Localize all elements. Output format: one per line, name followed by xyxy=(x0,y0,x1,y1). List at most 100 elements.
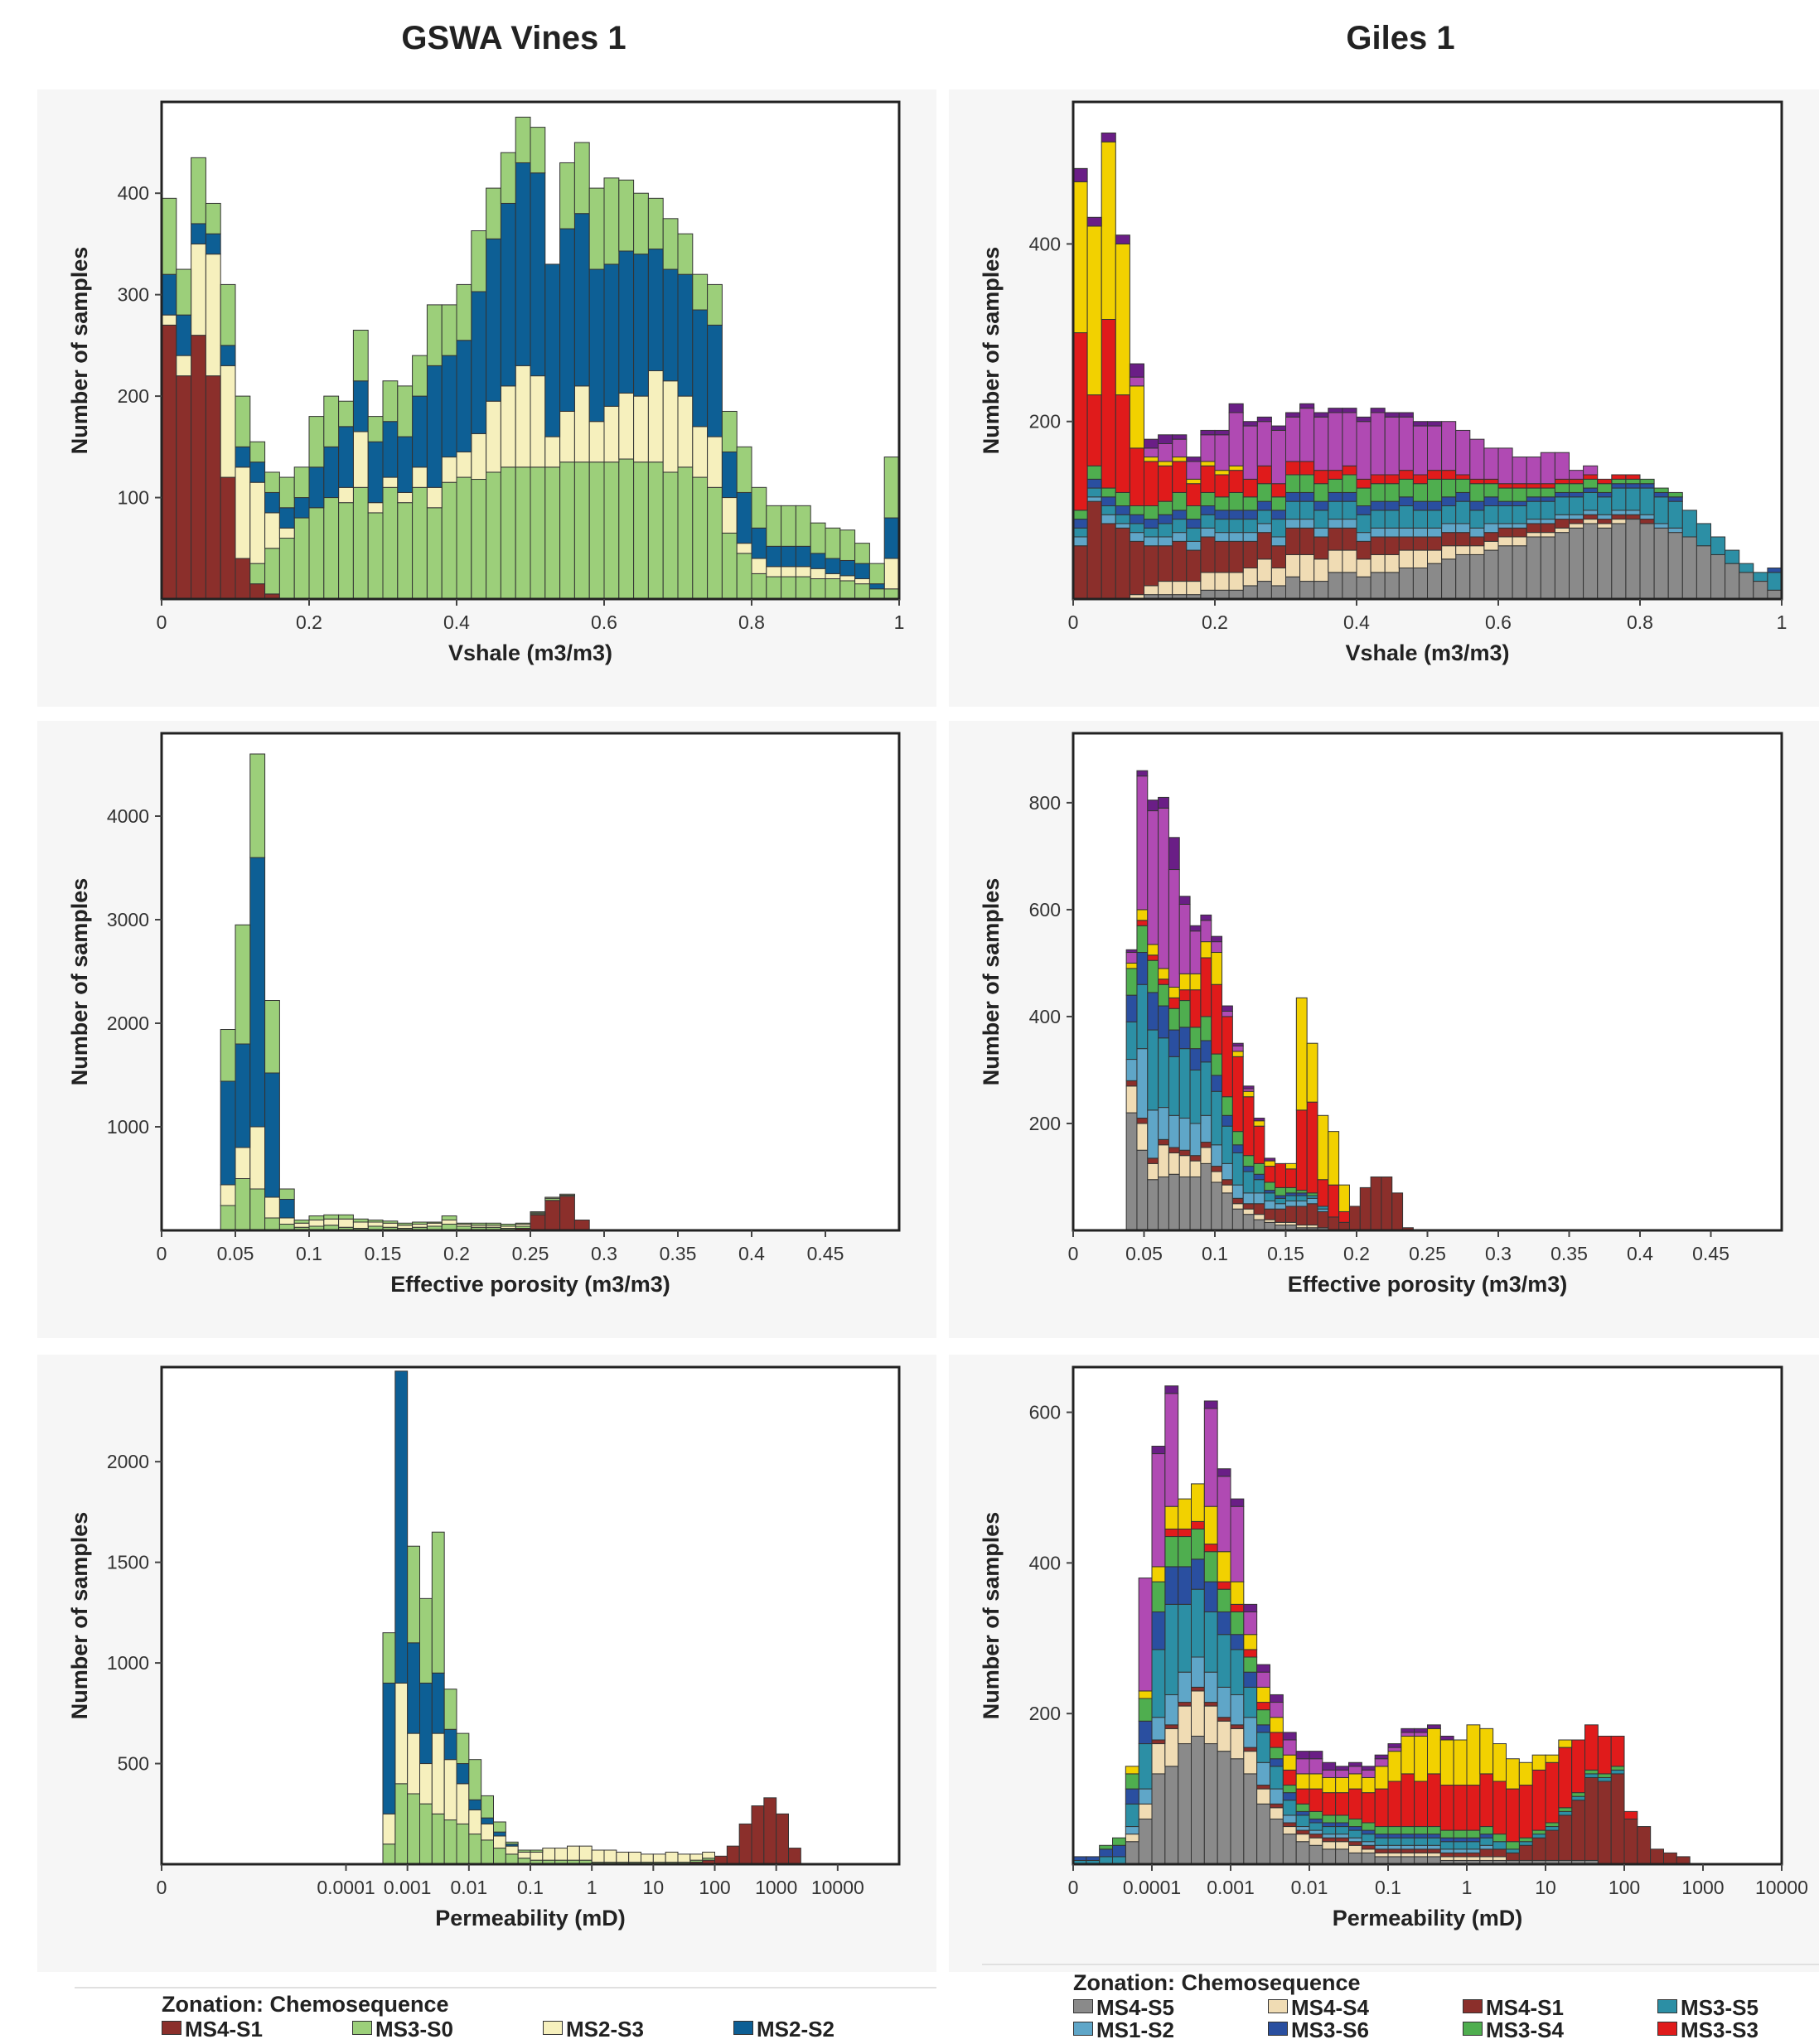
bar-ms3-s5-bin-3 xyxy=(1115,514,1130,524)
bar-ms3-s5-bin-5 xyxy=(1125,1021,1138,1061)
bar-ms2-s2-bin-30 xyxy=(603,263,620,407)
column-title-right: Giles 1 xyxy=(1346,20,1455,56)
bar-ms4-s5-bin-30 xyxy=(1497,545,1513,600)
bar-ms2-s1-bin-14 xyxy=(1222,1005,1233,1012)
bar-ms4-s1-bin-15 xyxy=(1231,1197,1244,1205)
bar-ms3-s6-bin-16 xyxy=(1282,1792,1297,1801)
y-tick-label: 400 xyxy=(1029,1006,1061,1027)
y-tick-label: 1000 xyxy=(107,1116,149,1138)
bar-ms3-s2-bin-7 xyxy=(1172,457,1188,462)
bar-ms1-s2-bin-39 xyxy=(1625,510,1641,515)
bar-ms2-s2-bin-47 xyxy=(854,563,870,580)
bar-ms4-s5-bin-41 xyxy=(1653,527,1669,600)
bar-ms3-s6-bin-21 xyxy=(1370,500,1386,511)
legend-giles: Zonation: Chemosequence MS4-S5 MS4-S4 MS4-… xyxy=(1073,1970,1819,2044)
bar-ms3-s5-bin-41 xyxy=(1653,496,1669,524)
bar-ms3-s1-bin-18 xyxy=(1328,412,1343,471)
bar-ms4-s1-bin-3 xyxy=(205,375,221,600)
bar-ms3-s3-bin-35 xyxy=(1569,478,1584,485)
bar-ms3-s4-bin-19 xyxy=(1322,1814,1337,1824)
bar-ms4-s4-bin-22 xyxy=(1384,553,1400,573)
bar-ms3-s3-bin-10 xyxy=(1178,989,1191,1002)
bar-ms3-s0-bin-3 xyxy=(205,202,221,234)
bar-ms4-s5-bin-21 xyxy=(1348,1852,1362,1865)
x-tick-label: 1 xyxy=(587,1877,597,1898)
bar-ms4-s1-bin-20 xyxy=(1356,540,1372,560)
bar-ms4-s1-bin-30 xyxy=(1466,1852,1481,1858)
bar-ms3-s4-bin-19 xyxy=(1275,1186,1286,1196)
bar-ms4-s5-bin-6 xyxy=(1151,1773,1166,1865)
bar-ms3-s5-bin-33 xyxy=(1506,1848,1520,1853)
x-tick-label: 10000 xyxy=(811,1877,864,1898)
bar-ms1-s2-bin-16 xyxy=(1299,519,1315,529)
bar-ms3-s0-bin-31 xyxy=(618,179,635,252)
bar-ms3-s4-bin-29 xyxy=(1483,483,1499,498)
bar-ms4-s1-bin-39 xyxy=(1625,514,1641,520)
bar-ms2-s1-bin-13 xyxy=(1211,935,1223,943)
bar-ms3-s5-bin-12 xyxy=(1230,1649,1245,1695)
bar-ms3-s6-bin-5 xyxy=(1144,519,1159,529)
bar-ms3-s0-bin-44 xyxy=(810,522,826,554)
bar-ms3-s4-bin-13 xyxy=(1256,483,1272,502)
bar-ms3-s6-bin-12 xyxy=(1230,1634,1245,1650)
bar-ms3-s1-bin-5 xyxy=(1125,952,1138,964)
bar-ms4-s4-bin-24 xyxy=(1387,1852,1402,1858)
bar-ms2-s3-bin-19 xyxy=(441,457,457,483)
bar-ms3-s3-bin-36 xyxy=(1583,474,1599,480)
bar-ms3-s3-bin-11 xyxy=(1217,1581,1231,1590)
bar-ms4-s4-bin-10 xyxy=(1203,1705,1218,1745)
y-axis-label: Number of samples xyxy=(67,878,92,1086)
bar-ms3-s1-bin-6 xyxy=(1151,1453,1166,1568)
bar-ms3-s6-bin-6 xyxy=(1158,514,1173,524)
bar-ms3-s1-bin-16 xyxy=(1282,1739,1297,1756)
bar-ms2-s3-bin-22 xyxy=(554,1848,568,1861)
bar-ms4-s5-bin-28 xyxy=(1469,553,1485,600)
bar-ms3-s4-bin-6 xyxy=(1151,1581,1166,1612)
bar-ms3-s5-bin-49 xyxy=(1767,572,1783,591)
bar-ms3-s5-bin-10 xyxy=(1178,1048,1191,1119)
bar-ms3-s1-bin-23 xyxy=(1374,1758,1389,1767)
bar-ms4-s4-bin-33 xyxy=(1540,532,1555,538)
y-tick-label: 400 xyxy=(1029,1552,1061,1573)
bar-ms3-s4-bin-34 xyxy=(1518,1837,1533,1843)
bar-ms4-s5-bin-43 xyxy=(1681,536,1697,600)
legend-label: MS4-S5 xyxy=(1096,1995,1174,2020)
bar-ms2-s1-bin-9 xyxy=(1200,429,1216,436)
bar-ms1-s2-bin-6 xyxy=(1136,1048,1149,1119)
bar-ms4-s1-bin-41 xyxy=(1610,1773,1625,1865)
bar-ms3-s2-bin-15 xyxy=(1231,1051,1244,1057)
bar-ms3-s3-bin-21 xyxy=(1370,474,1386,485)
bar-ms3-s3-bin-33 xyxy=(1506,1788,1520,1843)
bar-ms3-s1-bin-6 xyxy=(1158,443,1173,462)
bar-ms3-s0-bin-30 xyxy=(603,177,620,265)
bar-ms3-s1-bin-29 xyxy=(1483,447,1499,480)
legend-item-ms4-s5: MS4-S5 xyxy=(1073,1995,1174,2021)
bar-ms3-s0-bin-25 xyxy=(530,1211,546,1214)
bar-ms3-s0-bin-11 xyxy=(323,395,340,447)
bar-ms4-s5-bin-48 xyxy=(1753,581,1768,600)
bar-ms2-s2-bin-5 xyxy=(235,1043,251,1148)
bar-ms4-s1-bin-26 xyxy=(1348,1206,1361,1231)
bar-ms3-s4-bin-5 xyxy=(1138,1698,1153,1722)
bar-ms3-s0-bin-48 xyxy=(868,563,885,585)
bar-ms4-s4-bin-16 xyxy=(1242,1208,1255,1215)
bar-ms1-s2-bin-28 xyxy=(1439,1848,1454,1853)
bar-ms3-s2-bin-37 xyxy=(1558,1739,1573,1748)
bar-ms3-s4-bin-4 xyxy=(1125,1773,1139,1790)
bar-ms2-s1-bin-20 xyxy=(1356,416,1372,423)
bar-ms3-s4-bin-7 xyxy=(1164,1536,1179,1568)
bar-ms3-s2-bin-26 xyxy=(1414,1735,1429,1782)
bar-ms4-s1-bin-44 xyxy=(1650,1848,1665,1865)
bar-ms3-s6-bin-3 xyxy=(1112,1844,1126,1858)
bar-ms3-s3-bin-24 xyxy=(1412,474,1429,485)
bar-ms3-s1-bin-8 xyxy=(1158,807,1169,969)
bar-ms3-s0-bin-36 xyxy=(692,476,709,600)
x-tick-label: 0 xyxy=(1068,1243,1079,1264)
bar-ms3-s4-bin-17 xyxy=(1313,483,1329,502)
bar-ms3-s1-bin-11 xyxy=(1228,412,1244,466)
x-tick-label: 0.05 xyxy=(1125,1243,1163,1264)
bar-ms3-s5-bin-28 xyxy=(1439,1841,1454,1850)
bar-ms3-s3-bin-7 xyxy=(1164,1528,1179,1538)
bar-ms3-s3-bin-37 xyxy=(1597,478,1613,485)
bar-ms4-s5-bin-18 xyxy=(1309,1844,1323,1865)
